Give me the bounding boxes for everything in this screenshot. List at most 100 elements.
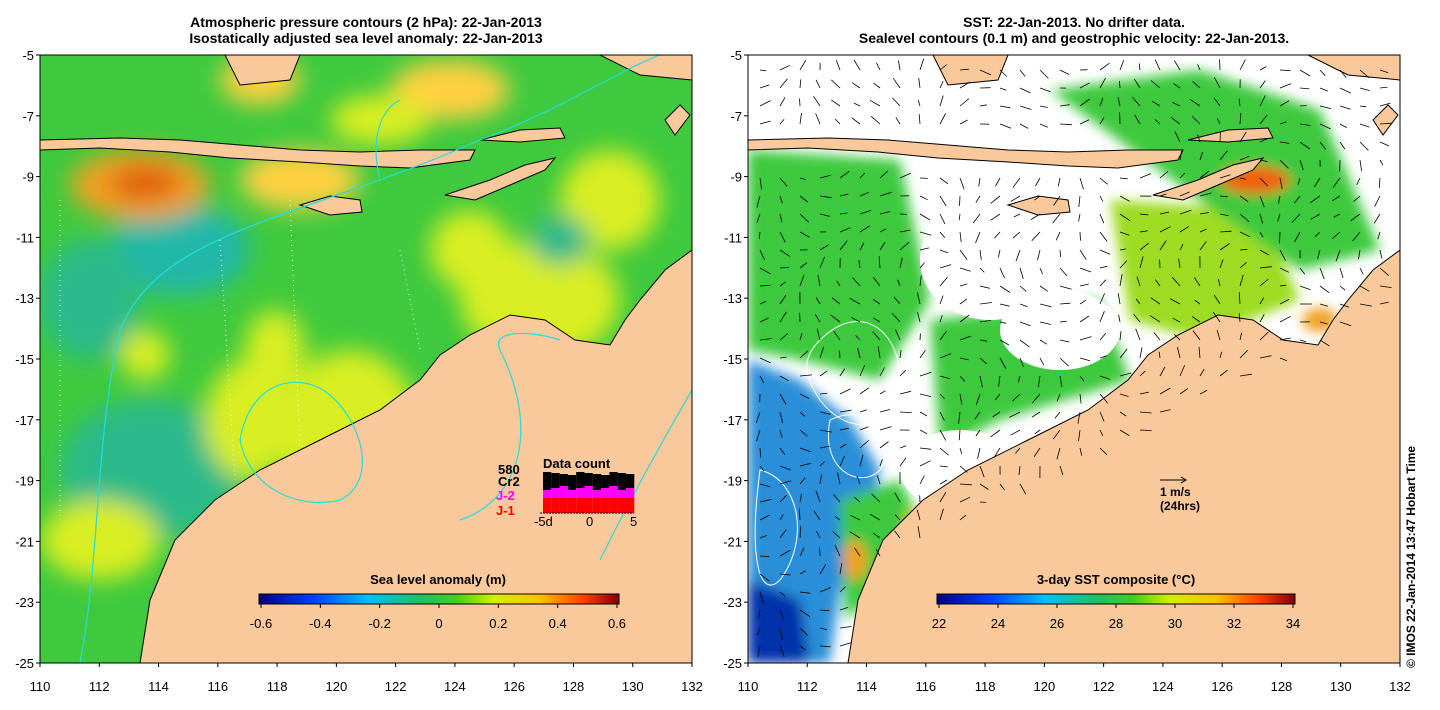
northern-island (224, 55, 301, 86)
velocity-arrow (879, 191, 892, 197)
velocity-arrow (871, 493, 881, 503)
data-count-bar-j1 (551, 498, 560, 513)
velocity-arrow (1179, 226, 1190, 233)
velocity-arrow (1039, 285, 1049, 292)
velocity-arrow (919, 460, 931, 467)
sla-patch (110, 205, 250, 295)
velocity-arrow (899, 229, 911, 233)
velocity-arrow (999, 339, 1010, 346)
velocity-arrow (1079, 375, 1085, 382)
velocity-arrow (1030, 213, 1041, 220)
y-tick-label: -23 (723, 595, 742, 610)
velocity-arrow (975, 429, 981, 437)
velocity-arrow (1359, 303, 1372, 307)
velocity-arrow (1199, 212, 1210, 215)
velocity-arrow (799, 477, 806, 485)
velocity-arrow (1359, 159, 1362, 171)
velocity-arrow (1279, 267, 1289, 273)
velocity-arrow (839, 427, 849, 431)
pressure-contour (459, 332, 561, 521)
velocity-arrow (1159, 211, 1170, 215)
velocity-arrow (1339, 123, 1347, 128)
velocity-arrow (1010, 429, 1021, 436)
velocity-arrow (1239, 373, 1252, 377)
data-count-j1-label: J-1 (496, 503, 515, 518)
velocity-arrow (799, 213, 809, 223)
data-count-bars (543, 472, 635, 513)
velocity-arrow (1079, 119, 1090, 125)
velocity-arrow (958, 429, 961, 441)
velocity-arrow (1339, 105, 1351, 110)
velocity-arrow (1158, 351, 1161, 359)
velocity-arrow (779, 411, 783, 424)
colorbar-tick-label: 26 (1050, 616, 1064, 631)
velocity-arrow (1279, 299, 1290, 305)
velocity-arrow (994, 231, 1001, 239)
colorbar-tick-label: 28 (1109, 616, 1123, 631)
velocity-arrow (815, 79, 821, 89)
velocity-arrow (1119, 411, 1127, 417)
velocity-arrow (819, 370, 828, 377)
y-tick-label: -11 (16, 230, 34, 245)
velocity-arrow (1079, 315, 1090, 323)
velocity-arrow (1259, 266, 1272, 269)
velocity-arrow (1319, 267, 1325, 280)
velocity-arrow (1277, 213, 1281, 222)
x-tick-label: 124 (444, 679, 466, 694)
velocity-arrow (1238, 98, 1241, 107)
velocity-arrow (1079, 267, 1092, 273)
velocity-arrow (939, 295, 944, 305)
velocity-arrow (919, 349, 926, 359)
y-tick-label: -15 (723, 352, 742, 367)
velocity-arrow (799, 429, 808, 437)
velocity-arrow (869, 99, 881, 107)
sumba-island (1006, 195, 1071, 216)
velocity-arrow (759, 100, 771, 107)
velocity-arrow (1119, 331, 1122, 341)
velocity-arrow (1239, 231, 1251, 238)
data-count-bar-j2 (559, 486, 568, 498)
data-count-bar-j2 (601, 488, 610, 498)
velocity-arrow (1259, 159, 1268, 162)
velocity-arrow (819, 346, 824, 359)
velocity-arrow (919, 371, 932, 377)
velocity-arrow (1191, 115, 1201, 125)
velocity-arrow (839, 388, 851, 395)
velocity-arrow (1319, 123, 1331, 130)
velocity-arrow (1359, 105, 1367, 108)
velocity-arrow (1119, 429, 1130, 436)
velocity-arrow (1031, 393, 1041, 404)
velocity-scale: 1 m/s (24hrs) (1160, 476, 1200, 513)
velocity-arrow (1179, 364, 1186, 377)
y-tick-label: -9 (730, 170, 742, 185)
velocity-arrow (1239, 274, 1244, 287)
velocity-arrow (1192, 81, 1201, 89)
velocity-arrow (759, 555, 770, 557)
velocity-arrow (1219, 195, 1228, 198)
velocity-arrow (1099, 265, 1108, 269)
velocity-arrow (939, 465, 948, 468)
right-title-line2: Sealevel contours (0.1 m) and geostrophi… (858, 30, 1290, 46)
x-tick-label: 130 (1330, 679, 1352, 694)
velocity-arrow (1015, 447, 1021, 454)
velocity-arrow (1179, 191, 1190, 197)
data-count-bar-cr2 (551, 473, 560, 488)
data-count-bar-j1 (543, 498, 552, 513)
x-tick-label: 112 (797, 679, 818, 694)
velocity-arrow (1197, 64, 1201, 71)
velocity-arrow (1297, 177, 1301, 185)
velocity-arrow (779, 447, 786, 455)
velocity-arrow (1199, 389, 1208, 395)
velocity-arrow (839, 240, 848, 251)
velocity-arrow (1219, 213, 1229, 216)
y-tick-label: -25 (723, 656, 742, 671)
y-tick-label: -23 (15, 595, 34, 610)
velocity-arrow (1199, 192, 1212, 197)
velocity-arrow (759, 317, 769, 323)
velocity-arrow (959, 68, 970, 71)
land-left (40, 55, 692, 663)
data-count-bar-j1 (617, 498, 626, 513)
velocity-arrow (819, 547, 821, 557)
cloud-gap (1000, 290, 1120, 370)
data-count-inset: Data count 580 Cr2 J-2 J-1 -5d 0 5 (496, 456, 637, 529)
